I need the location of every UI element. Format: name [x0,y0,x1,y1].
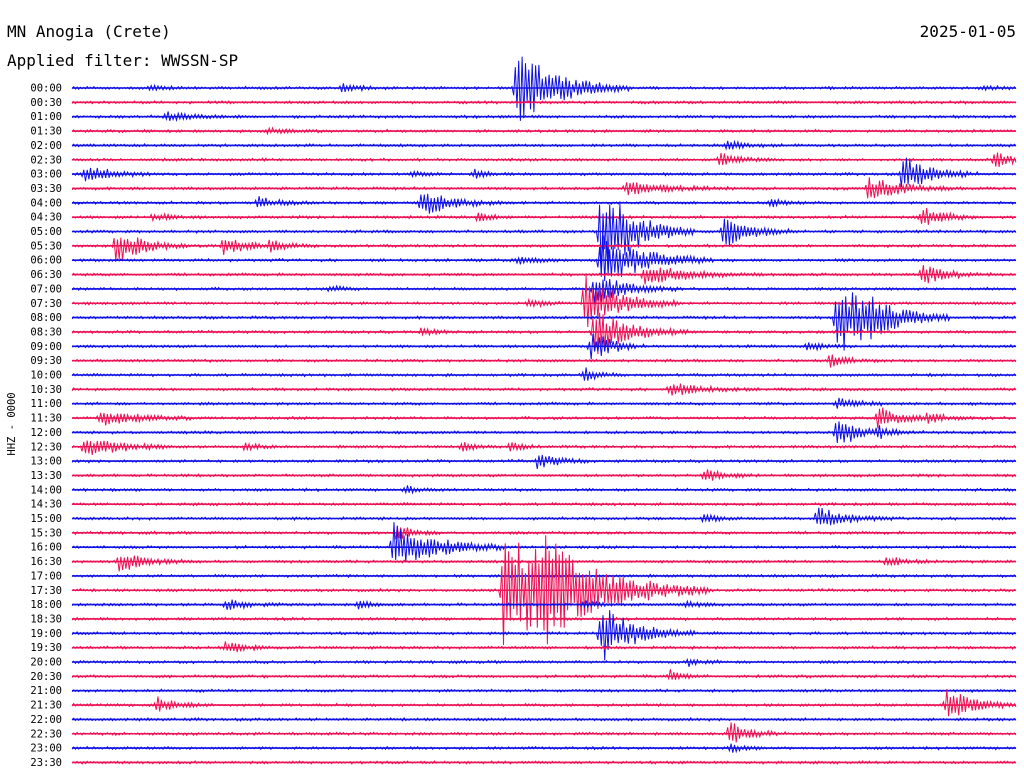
row-label: 17:30 [30,585,62,597]
trace-row [71,688,1017,717]
row-label: 01:30 [30,126,62,138]
row-label: 15:30 [30,527,62,539]
row-label: 18:00 [30,599,62,611]
chart-subtitle: Applied filter: WWSSN-SP [7,51,238,70]
row-label: 06:00 [30,255,62,267]
trace-row [71,440,1017,455]
row-label: 17:00 [30,570,62,582]
trace-row [71,203,1017,277]
row-label: 10:30 [30,384,62,396]
trace-row [71,522,1017,563]
row-label: 02:00 [30,140,62,152]
row-label: 05:00 [30,226,62,238]
row-label: 13:30 [30,470,62,482]
row-label: 04:30 [30,212,62,224]
row-label: 20:30 [30,671,62,683]
row-label: 09:00 [30,341,62,353]
traces [71,56,1017,765]
row-label: 03:30 [30,183,62,195]
trace-row [71,367,1017,381]
trace-row [71,641,1017,653]
row-label: 03:00 [30,169,62,181]
row-labels: 00:00 00:30 01:00 01:30 02:00 02:30 03:00 03:30… [30,83,62,769]
row-label: 20:00 [30,657,62,669]
row-label: 00:00 [30,83,62,95]
row-label: 18:30 [30,613,62,625]
trace-row [71,657,1017,667]
trace-row [71,454,1017,470]
row-label: 07:00 [30,283,62,295]
chart-title: MN Anogia (Crete) [7,22,171,41]
trace-row [71,507,1017,526]
row-label: 15:00 [30,513,62,525]
trace-row [71,292,1017,351]
row-label: 08:30 [30,326,62,338]
row-label: 12:30 [30,441,62,453]
row-label: 02:30 [30,154,62,166]
row-label: 09:30 [30,355,62,367]
row-label: 23:00 [30,743,62,755]
row-label: 14:00 [30,484,62,496]
trace-row [71,157,1017,188]
row-label: 08:00 [30,312,62,324]
row-label: 14:30 [30,499,62,511]
row-label: 21:00 [30,685,62,697]
row-label: 22:30 [30,728,62,740]
row-label: 16:00 [30,542,62,554]
row-label: 13:00 [30,456,62,468]
row-label: 01:00 [30,111,62,123]
row-label: 07:30 [30,298,62,310]
row-label: 10:00 [30,370,62,382]
row-label: 12:00 [30,427,62,439]
trace-row [71,237,1017,262]
trace-row [71,279,1017,305]
trace-row [71,722,1017,743]
row-label: 05:30 [30,240,62,252]
trace-row [71,669,1017,681]
y-axis-label: HHZ - 0000 [6,392,18,455]
chart-date: 2025-01-05 [920,22,1016,41]
row-label: 23:30 [30,757,62,769]
row-label: 21:30 [30,700,62,712]
row-label: 04:00 [30,197,62,209]
row-label: 22:00 [30,714,62,726]
row-label: 06:30 [30,269,62,281]
row-label: 11:00 [30,398,62,410]
row-label: 19:00 [30,628,62,640]
row-label: 16:30 [30,556,62,568]
trace-row [71,555,1017,572]
row-label: 19:30 [30,642,62,654]
row-label: 11:30 [30,413,62,425]
row-label: 00:30 [30,97,62,109]
